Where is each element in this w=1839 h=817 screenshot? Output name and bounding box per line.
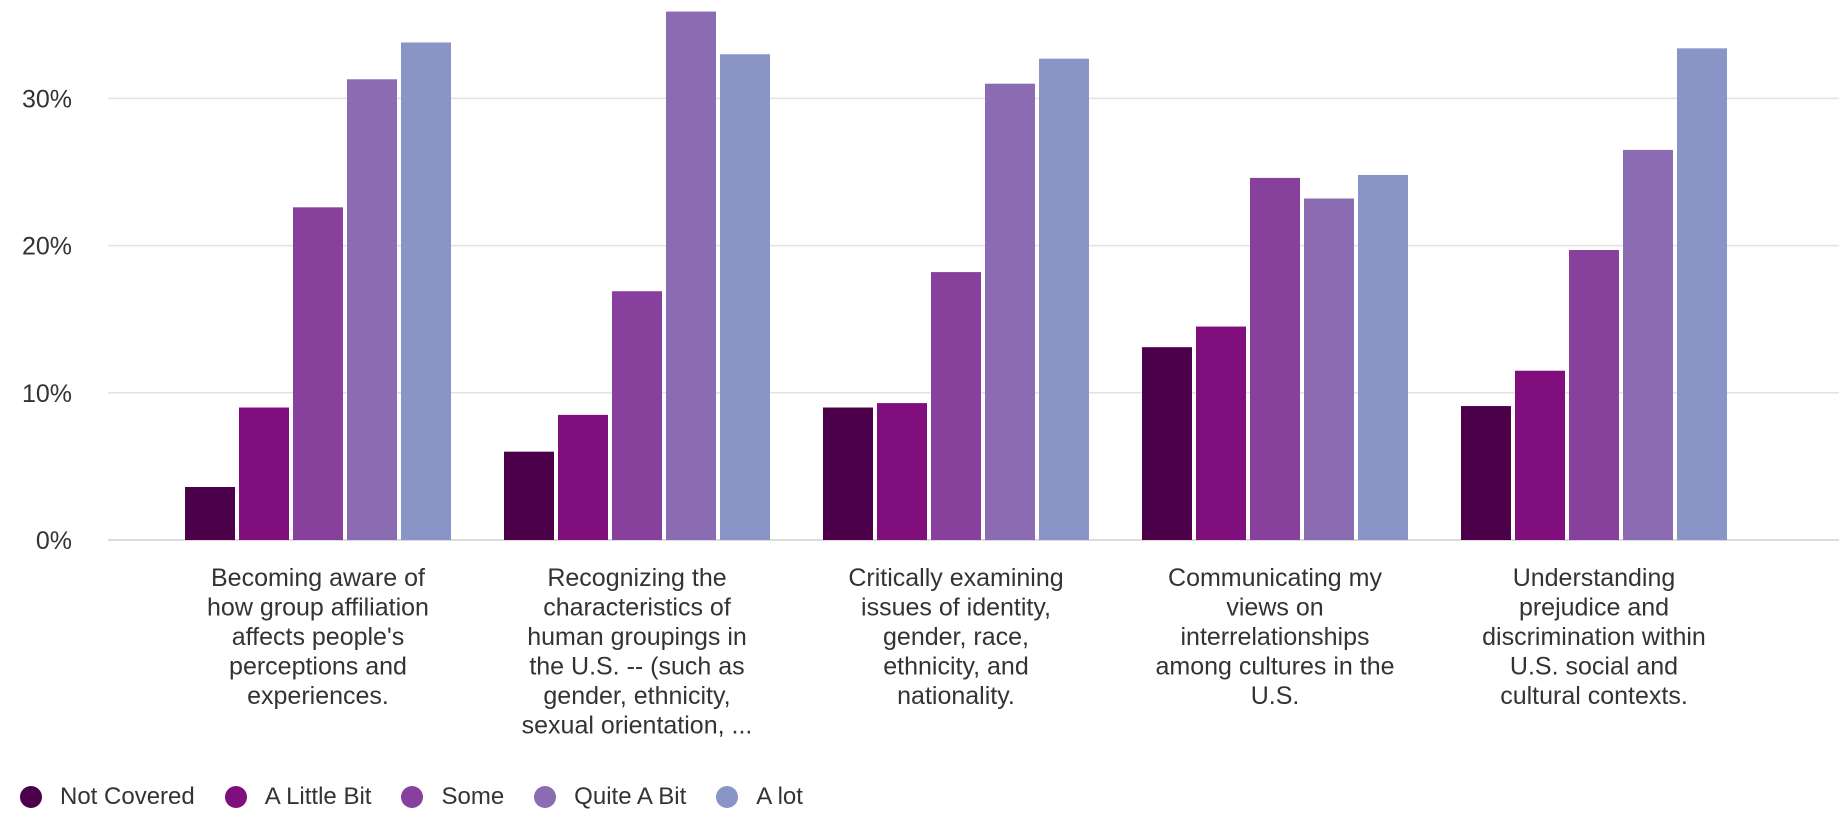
x-category-label: Communicating my views on interrelationshi…	[1155, 564, 1394, 710]
x-category-label: Becoming aware of how group affiliation af…	[207, 564, 429, 710]
bar-not-covered[interactable]	[1461, 406, 1511, 540]
bar-a-little-bit[interactable]	[1515, 370, 1565, 540]
bar-a-little-bit[interactable]	[877, 403, 927, 540]
bar-a-lot[interactable]	[401, 42, 451, 541]
bar-not-covered[interactable]	[185, 487, 235, 540]
bar-some[interactable]	[293, 207, 343, 540]
bar-a-lot[interactable]	[1358, 174, 1408, 540]
bar-a-lot[interactable]	[1039, 58, 1089, 540]
legend-swatch	[401, 786, 424, 808]
bar-a-little-bit[interactable]	[239, 407, 289, 540]
legend-label: Quite A Bit	[574, 783, 687, 810]
x-category-label: Recognizing the characteristics of human g…	[522, 564, 753, 740]
legend-label: A lot	[756, 783, 803, 810]
bar-not-covered[interactable]	[504, 451, 554, 540]
bar-chart: 0% 10% 20% 30% Becoming aware of how group af…	[22, 11, 1839, 740]
bar-a-lot[interactable]	[720, 54, 770, 541]
bar-some[interactable]	[1569, 250, 1619, 541]
bar-a-lot[interactable]	[1677, 48, 1727, 541]
bar-not-covered[interactable]	[1142, 347, 1192, 540]
legend-label: Some	[441, 783, 505, 810]
bar-quite-a-bit[interactable]	[1623, 149, 1673, 541]
bar-not-covered[interactable]	[823, 407, 873, 540]
legend-item[interactable]: A Little Bit	[224, 783, 372, 811]
legend-swatch	[20, 786, 42, 808]
legend: Not Covered A Little Bit Some Quite A Bit A …	[20, 783, 833, 811]
legend-label: Not Covered	[60, 783, 195, 810]
y-tick-label: 30%	[22, 85, 72, 113]
y-tick-label: 10%	[22, 380, 72, 408]
legend-item[interactable]: Some	[401, 783, 504, 811]
bar-quite-a-bit[interactable]	[666, 11, 716, 540]
bar-a-little-bit[interactable]	[1196, 326, 1246, 540]
bar-some[interactable]	[931, 272, 981, 540]
bar-some[interactable]	[612, 291, 662, 540]
legend-label: A Little Bit	[264, 783, 372, 810]
y-tick-label: 20%	[22, 233, 72, 261]
bar-quite-a-bit[interactable]	[347, 79, 397, 540]
legend-item[interactable]: A lot	[716, 783, 803, 811]
legend-swatch	[224, 786, 247, 808]
bar-a-little-bit[interactable]	[558, 414, 608, 540]
x-category-label: Critically examining issues of identity, g…	[848, 564, 1063, 710]
bar-quite-a-bit[interactable]	[985, 83, 1035, 541]
bar-some[interactable]	[1250, 177, 1300, 540]
legend-item[interactable]: Quite A Bit	[534, 783, 686, 811]
x-category-label: Understanding prejudice and discrimination…	[1482, 564, 1706, 710]
bar-quite-a-bit[interactable]	[1304, 198, 1354, 540]
legend-swatch	[534, 786, 557, 808]
legend-swatch	[716, 786, 739, 808]
y-tick-label: 0%	[36, 527, 72, 555]
legend-item[interactable]: Not Covered	[20, 783, 195, 811]
